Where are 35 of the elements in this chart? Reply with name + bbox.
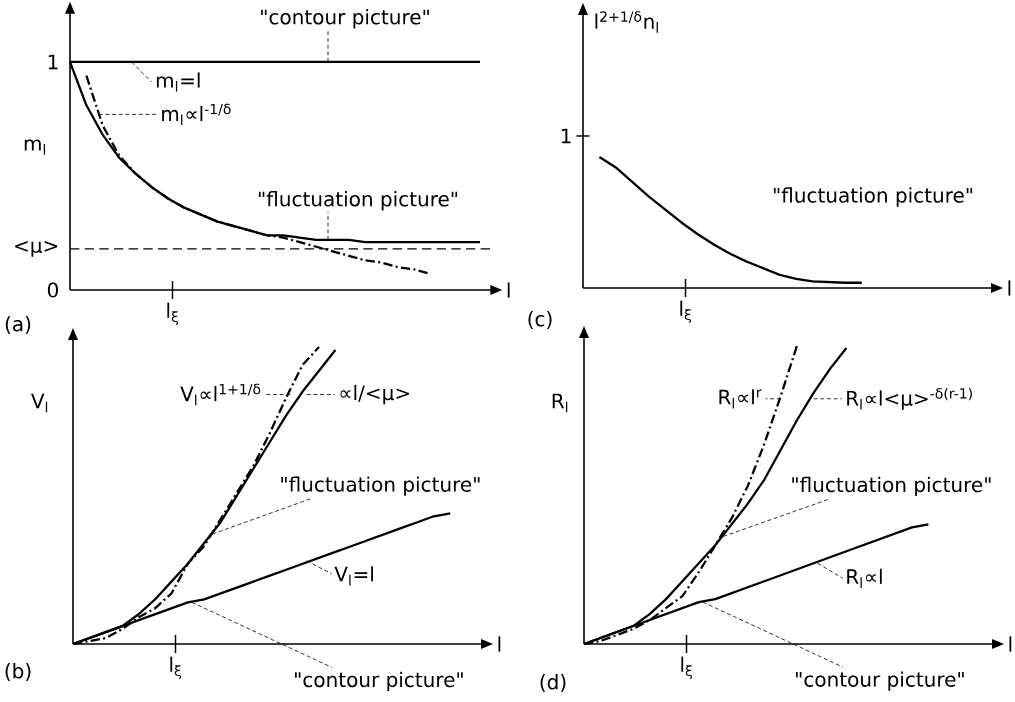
text: 1 [561,128,571,144]
text: (c) [528,311,552,329]
text: (b) [5,663,31,681]
x-axis-title: l [1008,280,1011,296]
annotation: V$_{l}$=l [334,566,373,586]
y-tick-label: <μ> [15,241,58,257]
annotation: "fluctuation picture" [792,476,991,497]
text: l$_{ξ}$ [680,300,692,323]
annotation: "fluctuation picture" [773,187,973,207]
text: "contour picture" [796,671,964,691]
text: (d) [540,674,566,692]
annotation: "contour picture" [261,9,429,29]
annotation: m$_{l}$=l [156,72,200,92]
x-axis-title: l [498,636,501,652]
x-axis-title: l [507,282,510,298]
y-axis-title: V$_{l}$ [31,393,48,413]
text: l$_{ξ}$ [167,302,179,325]
annotation: "fluctuation picture" [281,476,480,496]
annotation: R$_{l}$∝l$^{r}$ [719,389,762,409]
y-tick-label: 0 [47,282,58,298]
annotation: m$_{l}$∝l$^{-1/δ}$ [162,103,231,126]
annotation: "fluctuation picture" [258,191,458,211]
y-tick-label: 1 [48,54,58,70]
annotation: R$_{l}$∝l [847,568,882,588]
x-axis-title: l [1009,636,1012,652]
annotation: R$_{l}$∝l<μ>$^{-δ(r-1)}$ [847,387,972,410]
y-axis-title: m$_{l}$ [24,139,46,155]
y-axis-title: l$^{2+1/δ}$n$_{l}$ [595,11,658,33]
annotation: V$_{l}$∝l$^{1+1/δ}$ [180,383,261,406]
y-axis-title: R$_{l}$ [552,393,568,413]
text: l$_{ξ}$ [681,656,693,679]
annotation: ∝l/<μ> [340,384,409,405]
text: l$_{ξ}$ [170,656,182,679]
text: "contour picture" [295,671,463,692]
text: (a) [5,316,31,334]
